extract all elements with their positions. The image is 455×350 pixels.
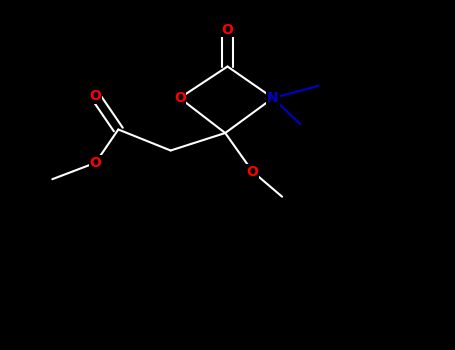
Text: O: O — [90, 89, 101, 103]
Text: O: O — [247, 164, 258, 178]
Text: O: O — [174, 91, 186, 105]
Text: N: N — [267, 91, 279, 105]
Text: O: O — [90, 156, 101, 170]
Text: O: O — [222, 23, 233, 37]
